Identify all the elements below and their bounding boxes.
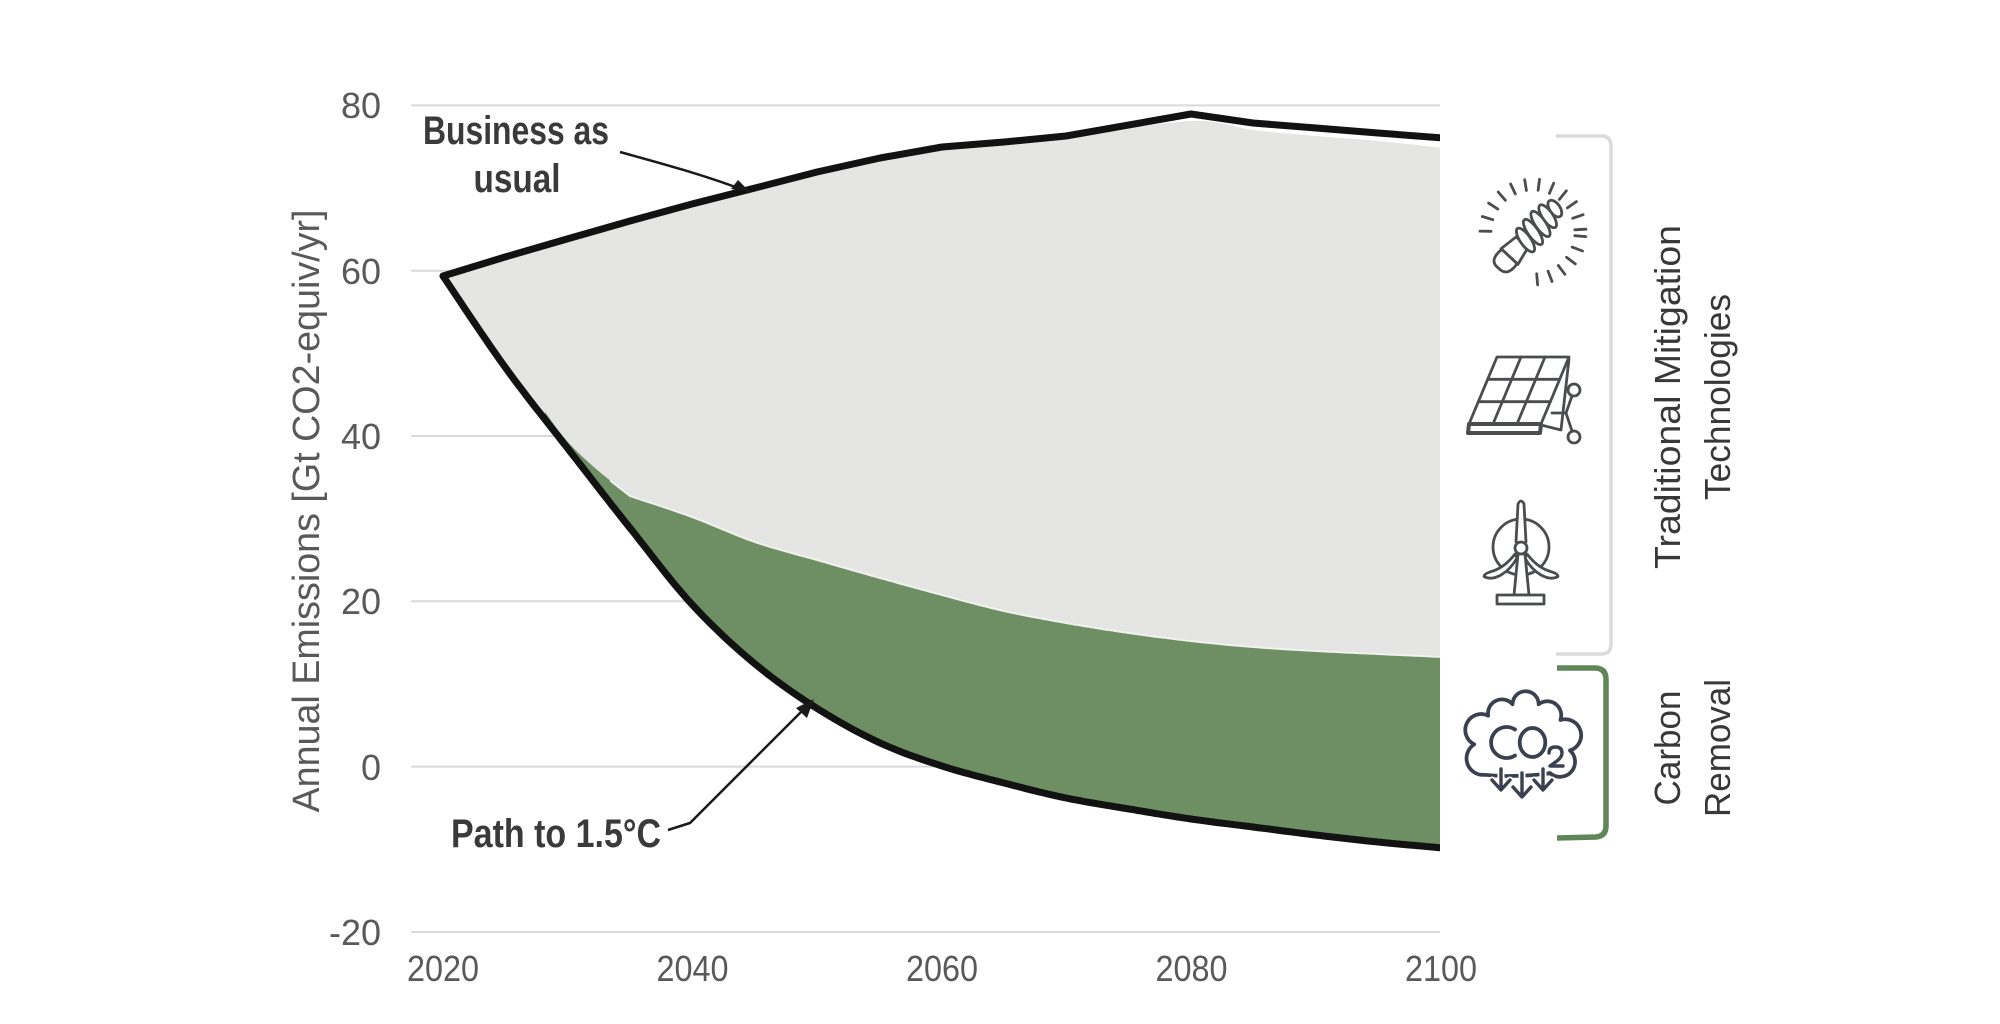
svg-text:0: 0	[361, 747, 381, 788]
svg-text:Path to 1.5°C: Path to 1.5°C	[451, 812, 661, 856]
svg-text:2040: 2040	[657, 948, 729, 989]
svg-text:60: 60	[341, 251, 381, 292]
svg-text:Traditional Mitigation: Traditional Mitigation	[1647, 225, 1688, 569]
svg-text:Business as: Business as	[423, 109, 609, 153]
svg-text:2100: 2100	[1405, 948, 1477, 989]
svg-text:-20: -20	[329, 912, 381, 953]
svg-text:usual: usual	[474, 157, 561, 201]
svg-text:Annual Emissions [Gt CO2-equiv: Annual Emissions [Gt CO2-equiv/yr]	[286, 210, 328, 813]
svg-text:Removal: Removal	[1697, 679, 1738, 817]
svg-text:20: 20	[341, 581, 381, 622]
svg-text:Technologies: Technologies	[1697, 294, 1738, 500]
svg-text:2060: 2060	[906, 948, 978, 989]
svg-text:2020: 2020	[407, 948, 479, 989]
svg-text:Carbon: Carbon	[1647, 691, 1688, 806]
svg-text:2080: 2080	[1156, 948, 1228, 989]
svg-text:40: 40	[341, 416, 381, 457]
svg-text:80: 80	[341, 85, 381, 126]
